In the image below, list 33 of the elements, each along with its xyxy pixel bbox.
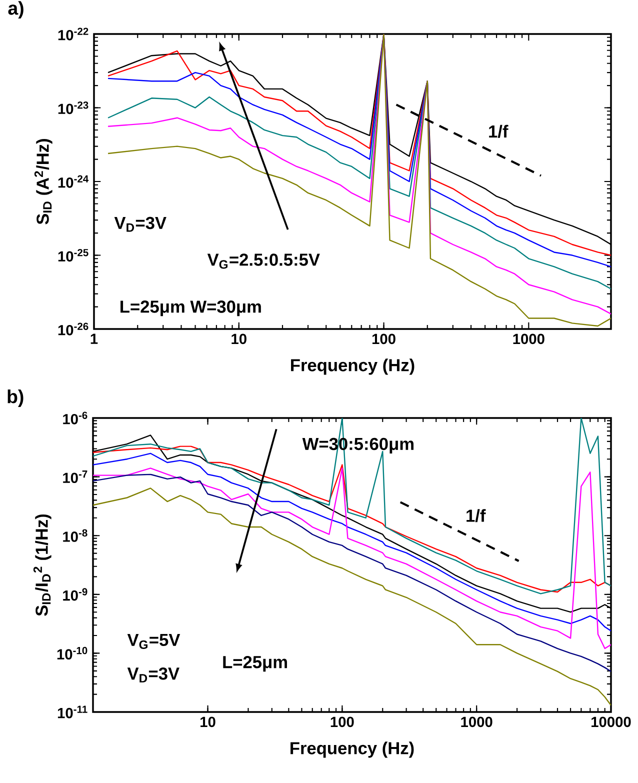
y-tick-label: 10$^{-25}$ [58, 248, 88, 262]
y-tick-label: 10$^{-23}$ [58, 101, 88, 114]
x-tick-label: 10 [200, 716, 216, 728]
y-tick-label: 10$^{-10}$ [57, 646, 88, 660]
chart-title: b) [8, 390, 24, 407]
x-tick-label: 1000 [461, 716, 492, 728]
annotation: V$_{G}$=2.5:0.5:5V [207, 254, 320, 269]
annotation: L=25μm [223, 656, 287, 672]
y-tick-label: 10$^{-7}$ [63, 470, 88, 484]
x-tick-label: 1000 [513, 334, 544, 344]
y-tick-label: 10$^{-24}$ [58, 175, 89, 188]
y-tick-label: 10$^{-11}$ [58, 706, 88, 718]
x-axis-title: Frequency (Hz) [290, 742, 414, 758]
annotation: V$_{D}$=3V [114, 216, 166, 232]
y-tick-label: 10$^{-22}$ [58, 28, 88, 40]
x-tick-label: 10 [232, 334, 246, 344]
x-tick-label: 1 [90, 334, 98, 344]
y-axis-title: S$_{ID}$/I$_{D}$$^{2}$ (1/Hz) [33, 514, 52, 616]
x-tick-label: 10000 [592, 716, 631, 728]
y-tick-label: 10$^{-8}$ [63, 529, 88, 542]
x-axis-title: Frequency (Hz) [291, 358, 414, 375]
chart-title: a) [8, 1, 24, 18]
x-tick-label: 100 [330, 716, 354, 728]
annotation: V$_{G}$=5V [127, 634, 180, 649]
annotation: 1/f [489, 124, 508, 138]
y-tick-label: 10$^{-9}$ [63, 588, 88, 601]
x-tick-label: 100 [372, 334, 396, 344]
y-tick-label: 10$^{-6}$ [63, 412, 88, 424]
annotation: L=25μm W=30μm [120, 300, 261, 316]
annotation: 1/f [466, 509, 486, 522]
y-axis-title: S$_{ID}$ (A$^{2}$/Hz) [34, 139, 52, 224]
annotation: V$_{D}$=3V [127, 667, 180, 682]
y-tick-label: 10$^{-26}$ [58, 322, 88, 336]
